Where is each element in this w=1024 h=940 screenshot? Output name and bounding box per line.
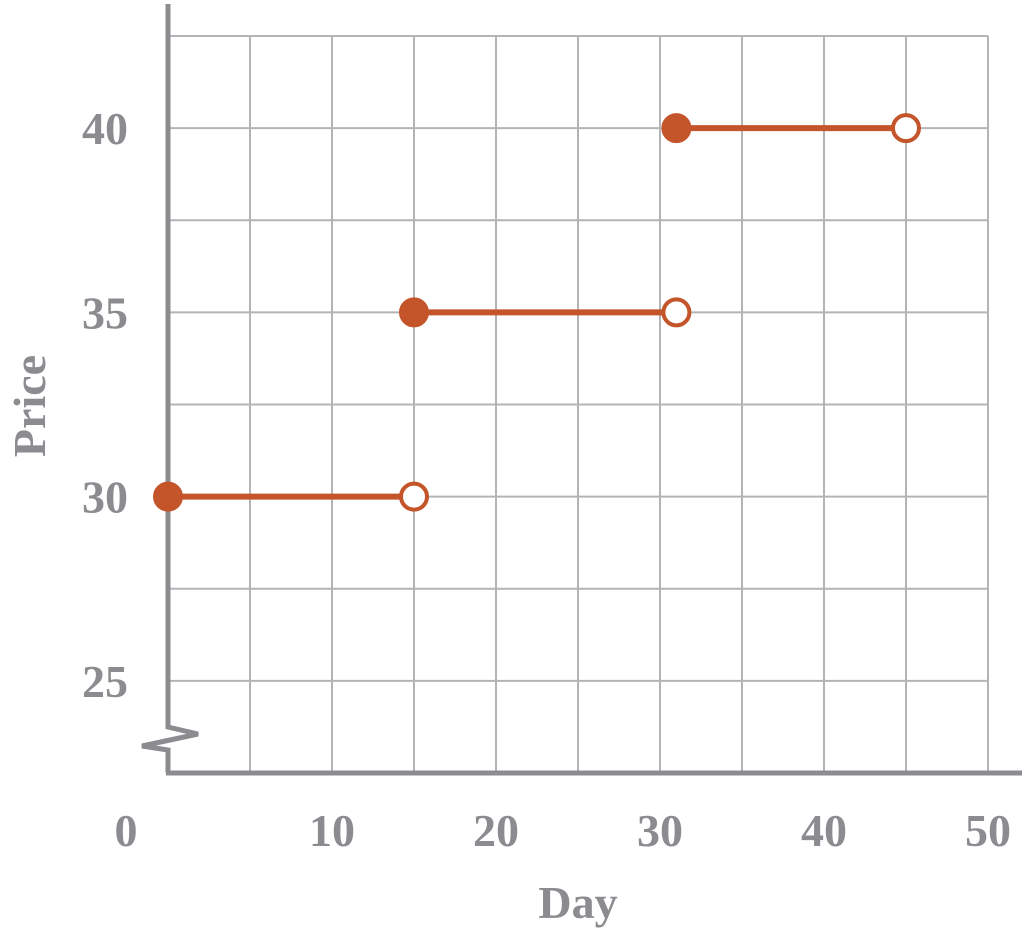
x-axis-title: Day — [538, 877, 617, 928]
open-endpoint — [661, 297, 692, 328]
x-tick-label: 10 — [309, 805, 355, 856]
y-tick-label: 40 — [82, 103, 128, 154]
y-tick-labels: 25 30 35 40 — [82, 103, 128, 707]
y-axis-title: Price — [4, 355, 55, 457]
x-tick-label: 20 — [473, 805, 519, 856]
x-tick-label: 30 — [637, 805, 683, 856]
y-axis-line — [141, 4, 199, 773]
series-segments — [153, 113, 921, 512]
open-endpoint — [399, 481, 429, 512]
open-endpoint — [891, 113, 921, 144]
closed-endpoint — [153, 481, 183, 512]
closed-endpoint — [399, 297, 429, 328]
axes — [141, 4, 1022, 776]
x-tick-label: 0 — [115, 805, 138, 856]
grid — [168, 35, 989, 773]
x-tick-label: 50 — [965, 805, 1011, 856]
y-tick-label: 25 — [82, 656, 128, 707]
x-tick-label: 40 — [801, 805, 847, 856]
y-tick-label: 30 — [82, 472, 128, 523]
x-tick-labels: 0 10 20 30 40 50 — [115, 805, 1012, 856]
closed-endpoint — [661, 113, 692, 144]
y-tick-label: 35 — [82, 287, 128, 338]
